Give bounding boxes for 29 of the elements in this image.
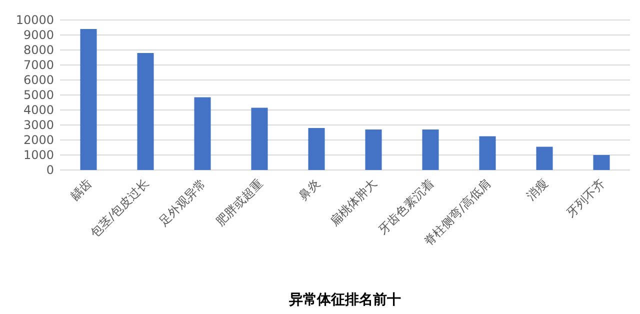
x-tick-label: 足外观异常 [156,176,209,229]
x-tick-label: 牙列不齐 [564,176,608,220]
bar [536,146,553,170]
y-tick-label: 8000 [23,43,54,57]
bar [137,53,154,170]
bar [251,108,268,170]
y-tick-label: 4000 [23,103,54,117]
y-tick-label: 6000 [23,73,54,87]
x-tick-label: 扁桃体肿大 [327,176,380,229]
x-tick-label: 消瘦 [524,176,551,204]
y-tick-label: 9000 [23,28,54,42]
x-tick-label: 鼻炎 [296,176,323,204]
bar [308,128,325,170]
bar [593,155,610,170]
bar [194,97,211,170]
x-tick-label: 龋齿 [68,176,95,204]
x-axis-title: 异常体征排名前十 [288,292,401,308]
y-tick-label: 2000 [23,133,54,147]
bar [365,130,382,170]
y-tick-label: 7000 [23,58,54,72]
y-tick-label: 10000 [16,13,54,27]
y-tick-label: 3000 [23,118,54,132]
bar [422,130,439,170]
y-tick-label: 1000 [23,148,54,162]
y-tick-label: 0 [46,163,54,177]
bar [479,136,496,170]
x-tick-label: 肥胖或超重 [213,176,266,229]
y-tick-label: 5000 [23,88,54,102]
bar [80,29,97,170]
